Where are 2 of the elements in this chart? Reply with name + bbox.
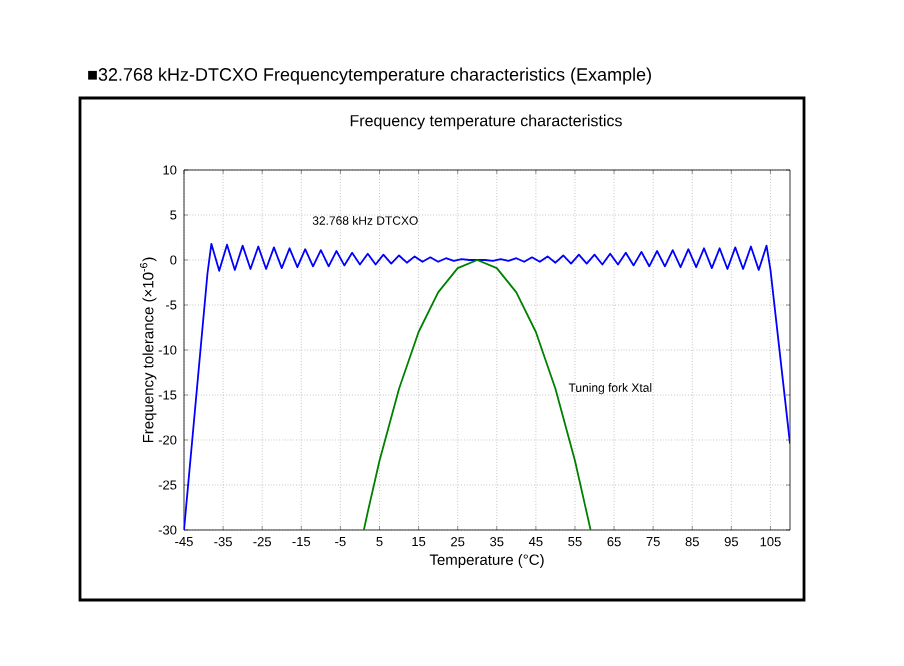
chart-subtitle: Frequency temperature characteristics [350,114,622,130]
chart-title: ■32.768 kHz-DTCXO Frequencytemperature characteristics (Example) [88,67,651,85]
